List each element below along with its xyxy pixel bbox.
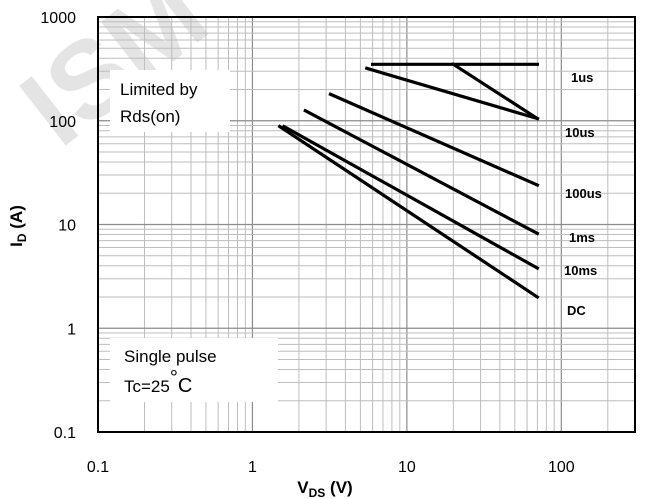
single-pulse-label: Single pulse (124, 347, 217, 366)
y-tick-label: 0.1 (54, 425, 76, 442)
y-tick-label: 10 (58, 218, 76, 235)
x-axis-label-unit: (V) (325, 478, 352, 497)
limited-by-label-line2: Rds(on) (120, 107, 180, 126)
plot-frame (97, 16, 636, 433)
celsius-unit: C (178, 375, 192, 397)
soa-curve-dc (277, 124, 540, 300)
case-temperature-value: Tc=25 (124, 377, 170, 396)
soa-curve-100us (328, 92, 540, 188)
soa-curves: 1us 10us 100us 1ms 10ms DC (277, 62, 602, 318)
y-tick-label: 1 (67, 321, 76, 338)
x-tick-label: 100 (548, 459, 575, 476)
y-tick-label: 1000 (40, 10, 76, 27)
single-pulse-box (110, 338, 278, 402)
x-tick-labels: 0.1 1 10 100 (87, 459, 575, 476)
y-tick-labels: 0.1 1 10 100 1000 (40, 10, 76, 442)
curve-label-dc: DC (567, 303, 586, 318)
x-tick-label: 0.1 (87, 459, 109, 476)
x-tick-label: 1 (248, 459, 257, 476)
y-axis-label: ID (A) (7, 205, 29, 247)
degree-symbol: ° (170, 367, 178, 389)
soa-curve-1ms (303, 108, 540, 236)
case-temperature-label: Tc=25°C (124, 367, 192, 397)
curve-label-10us: 10us (565, 125, 595, 140)
limited-by-box (110, 70, 230, 132)
y-axis-label-sub: D (15, 233, 29, 242)
curve-label-10ms: 10ms (564, 263, 597, 278)
curve-label-1us: 1us (571, 70, 593, 85)
curve-label-100us: 100us (565, 186, 602, 201)
x-tick-label: 10 (398, 459, 416, 476)
y-axis-label-unit: (A) (7, 205, 26, 233)
curve-label-1ms: 1ms (569, 230, 595, 245)
x-axis-label: VDS (V) (297, 478, 352, 499)
x-axis-label-main: V (297, 478, 309, 497)
soa-curve-10ms (281, 124, 540, 271)
limited-by-label-line1: Limited by (120, 80, 198, 99)
soa-curve-1us-rolloff (451, 62, 540, 121)
y-axis-label-main: I (7, 242, 26, 247)
x-axis-label-sub: DS (309, 486, 326, 499)
y-tick-label: 100 (49, 114, 76, 131)
soa-curve-10us (364, 66, 540, 121)
